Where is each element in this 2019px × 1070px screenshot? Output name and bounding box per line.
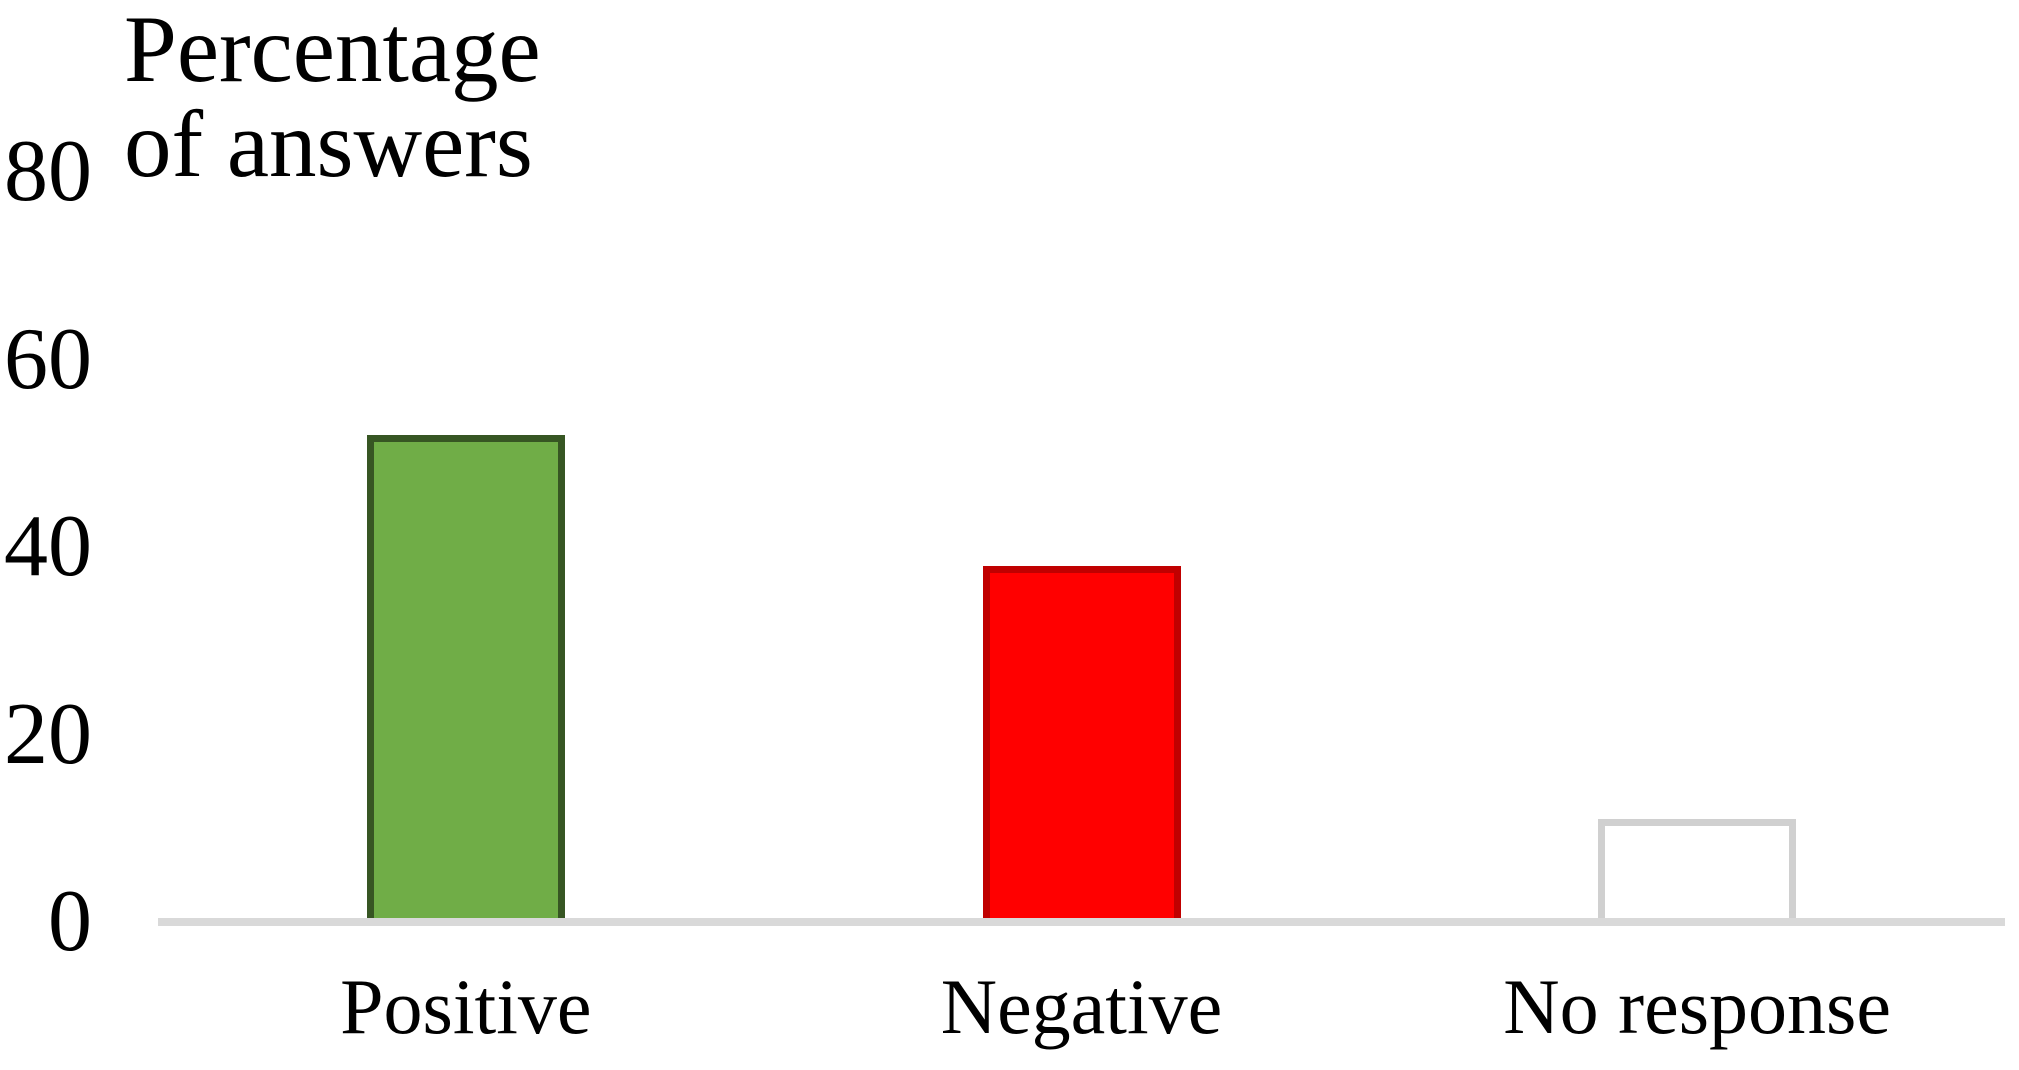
x-label-negative: Negative [940, 963, 1223, 1050]
bar-negative [982, 565, 1181, 919]
y-axis-title-line-2: of answers [124, 91, 533, 197]
x-label-positive: Positive [340, 963, 592, 1050]
y-axis-title: Percentage of answers [124, 2, 541, 192]
y-tick-label-80: 80 [4, 123, 92, 220]
x-label-no-response: No response [1503, 963, 1892, 1050]
bar-no-response [1598, 818, 1797, 919]
y-tick-label-60: 60 [4, 310, 92, 408]
bar-positive [366, 434, 565, 919]
y-tick-label-0: 0 [48, 873, 92, 970]
y-axis-title-line-1: Percentage [124, 0, 541, 102]
x-axis-line [158, 918, 2005, 926]
y-tick-label-40: 40 [4, 498, 92, 595]
y-tick-label-20: 20 [4, 685, 92, 783]
